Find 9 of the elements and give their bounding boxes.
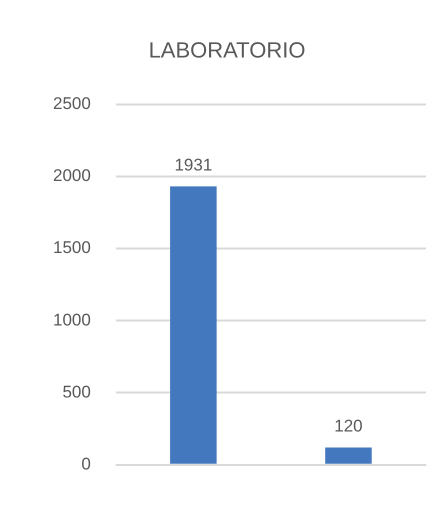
chart-title: LABORATORIO — [148, 37, 306, 62]
data-label: 120 — [334, 416, 363, 436]
y-tick-label: 0 — [81, 454, 91, 474]
y-tick-label: 2000 — [52, 166, 91, 186]
y-tick-label: 2500 — [52, 94, 91, 114]
data-label: 1931 — [174, 156, 212, 175]
y-tick-label: 500 — [62, 382, 91, 402]
y-tick-label: 1000 — [52, 310, 91, 330]
y-tick-label: 1500 — [52, 238, 91, 258]
